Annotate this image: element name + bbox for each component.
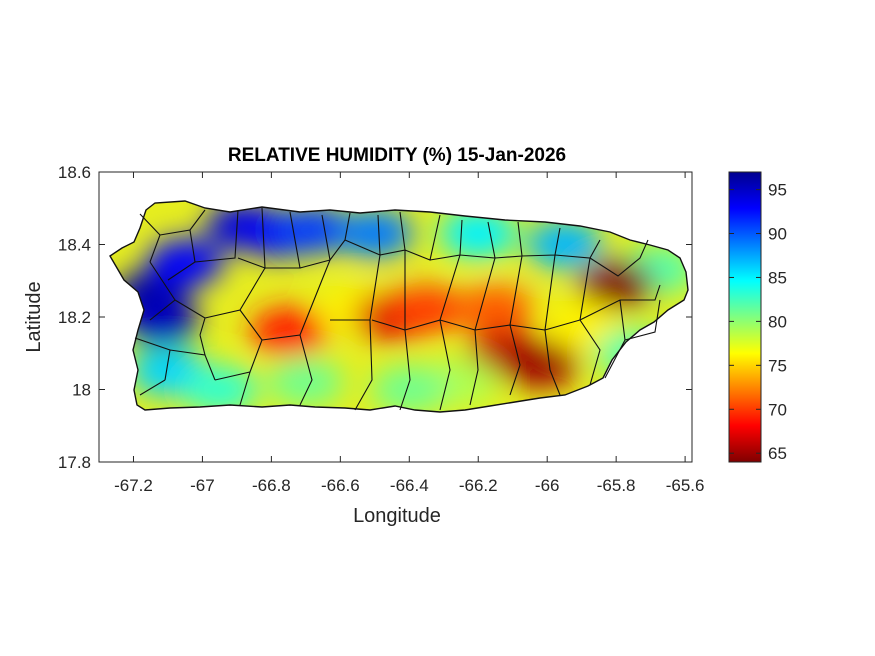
humidity-cell	[502, 340, 579, 389]
humidity-cell	[267, 358, 344, 407]
municipality-boundaries	[134, 207, 661, 411]
x-tick-label: -66.4	[390, 476, 429, 495]
colorbar-tick-label: 95	[768, 181, 787, 200]
colorbar-tick-label: 70	[768, 400, 787, 419]
humidity-cell	[336, 209, 413, 258]
y-tick-label: 17.8	[58, 453, 91, 472]
humidity-cell	[526, 220, 603, 269]
colorbar-tick-label: 85	[768, 268, 787, 287]
colorbar	[728, 171, 762, 463]
x-tick-label: -66.6	[321, 476, 360, 495]
humidity-blobs	[112, 202, 688, 412]
humidity-cell	[147, 238, 224, 287]
x-axis-ticks: -67.2 -67 -66.8 -66.6 -66.4 -66.2 -66 -65.8 -65.…	[114, 172, 704, 495]
y-axis-label: Latitude	[23, 281, 45, 352]
x-tick-label: -66.2	[459, 476, 498, 495]
x-tick-label: -65.8	[597, 476, 636, 495]
humidity-cell	[250, 307, 327, 356]
humidity-cell	[371, 365, 448, 412]
humidity-cell	[543, 300, 620, 349]
humidity-cell	[388, 285, 465, 334]
x-tick-label: -67.2	[114, 476, 153, 495]
colorbar-tick-label: 90	[768, 225, 787, 244]
chart-title: RELATIVE HUMIDITY (%) 15-Jan-2026	[228, 145, 566, 166]
humidity-cell	[181, 365, 258, 412]
colorbar-tick-label: 65	[768, 444, 787, 463]
humidity-cell	[440, 209, 517, 258]
island-outline	[109, 200, 689, 413]
x-tick-label: -65.6	[666, 476, 705, 495]
colorbar-tick-label: 75	[768, 356, 787, 375]
x-tick-label: -67	[190, 476, 215, 495]
humidity-cell	[274, 206, 351, 254]
y-tick-label: 18.4	[58, 236, 91, 255]
y-tick-label: 18.2	[58, 308, 91, 327]
y-tick-label: 18.6	[58, 163, 91, 182]
x-tick-label: -66	[535, 476, 560, 495]
colorbar-ticks: 65 70 75 80 85 90 95	[729, 181, 787, 463]
y-tick-label: 18	[72, 381, 91, 400]
humidity-cell	[578, 260, 655, 309]
x-tick-label: -66.8	[252, 476, 291, 495]
y-axis-ticks: 17.8 18 18.2 18.4 18.6	[58, 163, 692, 472]
x-axis-label: Longitude	[353, 505, 441, 527]
humidity-map	[110, 201, 688, 412]
colorbar-tick-label: 80	[768, 312, 787, 331]
